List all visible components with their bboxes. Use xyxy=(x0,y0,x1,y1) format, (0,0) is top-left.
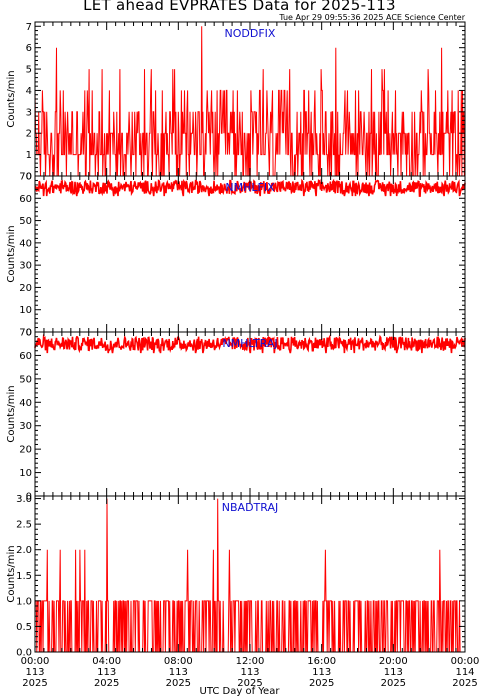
y-tick-label: 20 xyxy=(19,283,32,294)
timestamp: Tue Apr 29 09:55:36 2025 ACE Science Cen… xyxy=(279,13,465,22)
svg-text:2025: 2025 xyxy=(94,678,119,689)
y-tick-label: 70 xyxy=(19,172,32,183)
panel-noddfix: 0 1 2 3 4 5 6 7 Counts/min NODDFIX xyxy=(6,21,466,183)
svg-text:2025: 2025 xyxy=(237,678,262,689)
y-tick-label: 40 xyxy=(19,238,32,249)
svg-text:113: 113 xyxy=(97,667,116,678)
y-tick-label: 0 xyxy=(26,328,32,339)
y-tick-label: 1.0 xyxy=(16,596,32,607)
y-tick-label: 20 xyxy=(19,445,32,456)
y-tick-label: 7 xyxy=(26,22,32,33)
y-tick-label: 50 xyxy=(19,216,32,227)
y-tick-label: 10 xyxy=(19,468,32,479)
y-tick-label: 50 xyxy=(19,374,32,385)
y-tick-label: 0.5 xyxy=(16,622,32,633)
y-axis-label: Counts/min xyxy=(6,545,17,602)
y-tick-label: 30 xyxy=(19,261,32,272)
svg-text:113: 113 xyxy=(169,667,188,678)
y-tick-label: 30 xyxy=(19,421,32,432)
panel-label: NBADTRAJ xyxy=(222,501,278,514)
y-tick-label: 4 xyxy=(26,86,32,97)
series-line xyxy=(34,178,466,197)
series-line xyxy=(34,333,466,354)
svg-text:2025: 2025 xyxy=(452,678,477,689)
series-line xyxy=(35,498,465,653)
svg-text:113: 113 xyxy=(240,667,259,678)
chart-title: LET ahead EVPRATES Data for 2025-113 xyxy=(83,0,396,14)
panel-label: NMHLFIX xyxy=(225,181,275,194)
panel-nmhltraj: 0 10 20 30 40 50 60 70 Counts/min NMHLTRAJ xyxy=(6,328,466,503)
svg-text:04:00: 04:00 xyxy=(92,656,121,667)
svg-text:2025: 2025 xyxy=(381,678,406,689)
svg-text:2025: 2025 xyxy=(166,678,191,689)
y-tick-label: 5 xyxy=(26,65,32,76)
y-axis-label: Counts/min xyxy=(6,225,17,282)
y-axis-label: Counts/min xyxy=(6,70,17,127)
y-tick-label: 0 xyxy=(26,172,32,183)
svg-text:113: 113 xyxy=(25,667,44,678)
y-tick-label: 1 xyxy=(26,150,32,161)
svg-text:12:00: 12:00 xyxy=(236,656,265,667)
svg-text:114: 114 xyxy=(455,667,474,678)
panel-label: NMHLTRAJ xyxy=(222,337,277,350)
y-tick-label: 70 xyxy=(19,328,32,339)
y-tick-label: 40 xyxy=(19,398,32,409)
x-axis-label: UTC Day of Year xyxy=(199,686,280,697)
y-tick-label: 2.0 xyxy=(16,545,32,556)
panel-nmhlfix: 0 10 20 30 40 50 60 70 Counts/min NMHLFIX xyxy=(6,172,466,339)
y-axis-label: Counts/min xyxy=(6,385,17,442)
series-line xyxy=(34,26,466,177)
svg-text:2025: 2025 xyxy=(22,678,47,689)
y-tick-label: 3.0 xyxy=(16,494,32,505)
y-tick-label: 0 xyxy=(26,492,32,503)
y-tick-label: 2 xyxy=(26,129,32,140)
y-tick-label: 60 xyxy=(19,194,32,205)
svg-text:113: 113 xyxy=(312,667,331,678)
y-tick-label: 6 xyxy=(26,43,32,54)
y-tick-label: 2.5 xyxy=(16,520,32,531)
y-tick-label: 10 xyxy=(19,305,32,316)
svg-text:113: 113 xyxy=(384,667,403,678)
y-tick-label: 3 xyxy=(26,107,32,118)
svg-text:16:00: 16:00 xyxy=(307,656,336,667)
y-tick-label: 0.0 xyxy=(16,648,32,659)
y-tick-label: 1.5 xyxy=(16,571,32,582)
panel-nbadtraj: 0.0 0.5 1.0 1.5 2.0 2.5 3.0 Counts/min NBADTRAJ xyxy=(6,494,466,659)
y-tick-label: 60 xyxy=(19,351,32,362)
svg-text:00:00: 00:00 xyxy=(451,656,479,667)
panel-frame xyxy=(34,331,466,497)
panel-label: NODDFIX xyxy=(225,27,276,40)
svg-text:08:00: 08:00 xyxy=(164,656,193,667)
svg-text:2025: 2025 xyxy=(309,678,334,689)
svg-text:20:00: 20:00 xyxy=(379,656,408,667)
panel-frame xyxy=(34,175,466,333)
svg-text:00:00: 00:00 xyxy=(21,656,50,667)
